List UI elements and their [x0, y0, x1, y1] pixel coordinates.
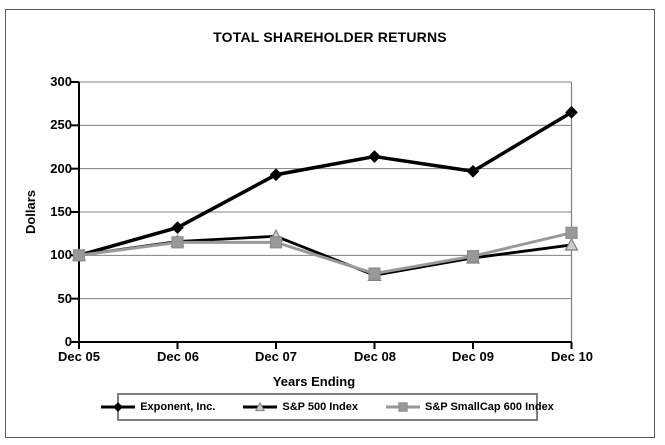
legend-label: Exponent, Inc.	[140, 401, 216, 413]
y-tick-label: 150	[50, 204, 72, 219]
x-tick-label: Dec 06	[157, 349, 199, 364]
legend: Exponent, Inc. S&P 500 Index S&P SmallCa…	[101, 393, 554, 421]
y-tick-label: 300	[50, 74, 72, 89]
legend-label: S&P SmallCap 600 Index	[425, 401, 554, 413]
x-tick-label: Dec 05	[58, 349, 100, 364]
legend-entry-sp500: S&P 500 Index	[243, 401, 358, 413]
legend-entry-smallcap600: S&P SmallCap 600 Index	[386, 401, 554, 413]
y-tick-label: 200	[50, 161, 72, 176]
y-tick-label: 100	[50, 247, 72, 262]
x-tick-label: Dec 07	[255, 349, 297, 364]
x-tick-label: Dec 09	[452, 349, 494, 364]
x-axis-title: Years Ending	[272, 374, 356, 389]
chart-title: TOTAL SHAREHOLDER RETURNS	[213, 29, 447, 45]
y-tick-label: 50	[57, 291, 72, 306]
diamond-line-marker-icon	[101, 401, 136, 413]
page-border	[5, 9, 655, 438]
square-line-marker-icon	[386, 401, 420, 413]
legend-entry-exponent: Exponent, Inc.	[101, 401, 215, 413]
y-tick-label: 0	[64, 334, 72, 349]
x-tick-label: Dec 10	[551, 349, 593, 364]
triangle-line-marker-icon	[243, 401, 278, 413]
legend-label: S&P 500 Index	[282, 401, 358, 413]
x-tick-label: Dec 08	[354, 349, 396, 364]
y-tick-label: 250	[50, 117, 72, 132]
